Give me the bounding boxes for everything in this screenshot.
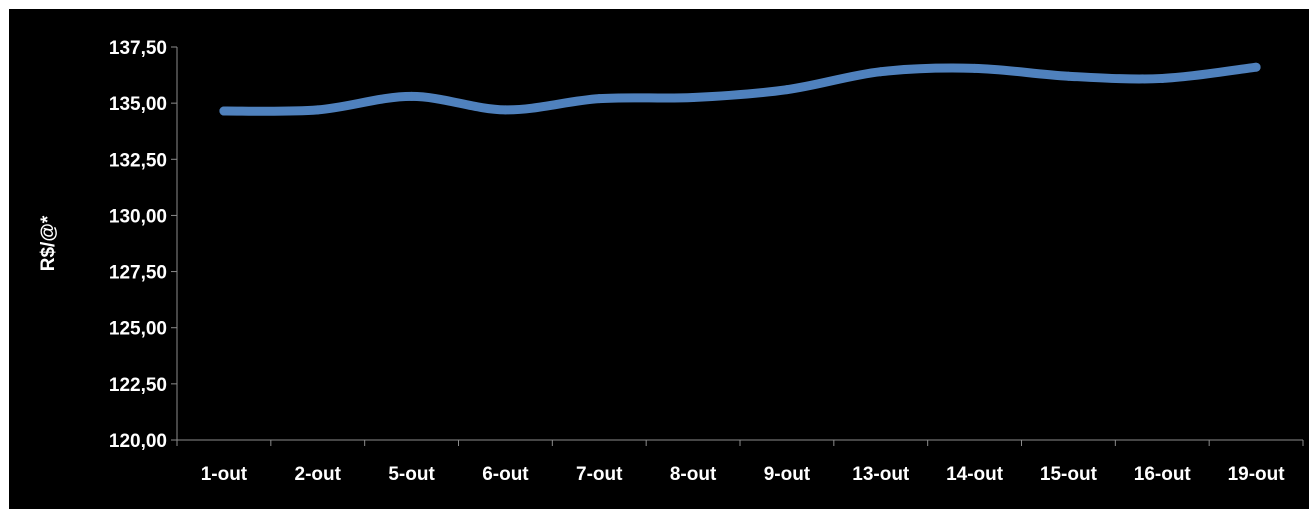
data-point bbox=[313, 105, 323, 115]
x-tick-label: 9-out bbox=[764, 464, 811, 485]
y-axis-title: R$/@* bbox=[38, 215, 59, 271]
x-tick-label: 8-out bbox=[670, 464, 717, 485]
data-point bbox=[594, 94, 604, 104]
data-point bbox=[407, 91, 417, 101]
axes bbox=[171, 46, 1304, 446]
series-layer bbox=[219, 62, 1261, 116]
x-tick-label: 15-out bbox=[1040, 464, 1098, 485]
y-tick-label: 122,50 bbox=[109, 375, 167, 396]
y-tick-label: 137,50 bbox=[109, 38, 167, 59]
series-line bbox=[219, 62, 1261, 116]
y-tick-label: 125,00 bbox=[109, 319, 167, 340]
data-point bbox=[219, 106, 229, 116]
data-point bbox=[1063, 71, 1073, 81]
y-tick-label: 120,00 bbox=[109, 431, 167, 452]
data-point bbox=[688, 93, 698, 103]
data-point bbox=[500, 105, 510, 115]
data-point bbox=[1251, 62, 1261, 72]
x-tick-label: 16-out bbox=[1134, 464, 1192, 485]
y-tick-label: 130,00 bbox=[109, 206, 167, 227]
data-point bbox=[782, 85, 792, 95]
x-tick-label: 13-out bbox=[852, 464, 910, 485]
y-tick-label: 127,50 bbox=[109, 263, 167, 284]
x-tick-label: 19-out bbox=[1228, 464, 1286, 485]
x-tick-label: 5-out bbox=[388, 464, 435, 485]
data-point bbox=[970, 63, 980, 73]
chart-panel: 120,00 122,50 125,00 127,50 130,00 132,50 135,… bbox=[9, 9, 1309, 509]
x-tick-label: 2-out bbox=[295, 464, 342, 485]
data-point bbox=[1157, 73, 1167, 83]
data-point bbox=[876, 67, 886, 77]
x-tick-label: 1-out bbox=[201, 464, 248, 485]
x-tick-label: 6-out bbox=[482, 464, 529, 485]
line-chart: 120,00 122,50 125,00 127,50 130,00 132,50 135,… bbox=[38, 38, 1304, 485]
x-tick-label: 7-out bbox=[576, 464, 623, 485]
labels-layer: 120,00 122,50 125,00 127,50 130,00 132,50 135,… bbox=[38, 38, 1285, 485]
y-tick-label: 135,00 bbox=[109, 94, 167, 115]
x-tick-label: 14-out bbox=[946, 464, 1004, 485]
y-tick-label: 132,50 bbox=[109, 150, 167, 171]
